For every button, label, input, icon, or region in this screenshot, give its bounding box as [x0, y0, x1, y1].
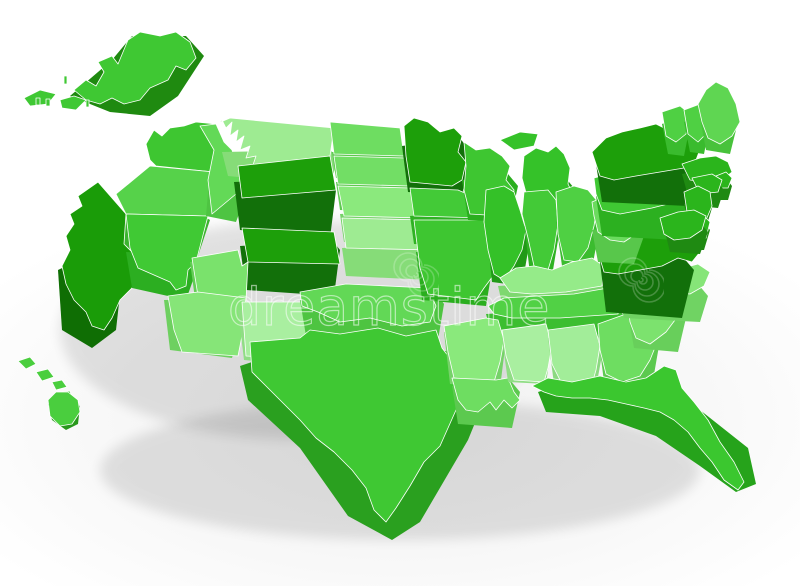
state-arkansas[interactable]	[443, 317, 506, 388]
state-indiana[interactable]	[521, 189, 560, 276]
state-alabama[interactable]	[547, 323, 604, 388]
state-ohio[interactable]	[555, 185, 600, 268]
state-florida[interactable]	[531, 365, 756, 492]
state-alaska[interactable]	[23, 31, 204, 116]
state-minnesota[interactable]	[402, 117, 470, 196]
state-hawaii[interactable]	[17, 356, 81, 430]
state-texas[interactable]	[240, 327, 486, 540]
state-vermont[interactable]	[661, 105, 691, 156]
state-nevada[interactable]	[125, 213, 209, 300]
state-arizona[interactable]	[164, 291, 247, 358]
state-louisiana[interactable]	[451, 377, 521, 428]
state-california[interactable]	[58, 181, 141, 348]
state-oklahoma[interactable]	[299, 283, 444, 340]
state-mississippi[interactable]	[501, 323, 553, 384]
state-maine[interactable]	[697, 81, 741, 154]
state-kansas[interactable]	[341, 217, 434, 280]
state-maryland[interactable]	[659, 209, 708, 254]
state-colorado[interactable]	[240, 227, 341, 296]
state-wyoming[interactable]	[234, 155, 337, 238]
state-missouri[interactable]	[413, 219, 501, 306]
